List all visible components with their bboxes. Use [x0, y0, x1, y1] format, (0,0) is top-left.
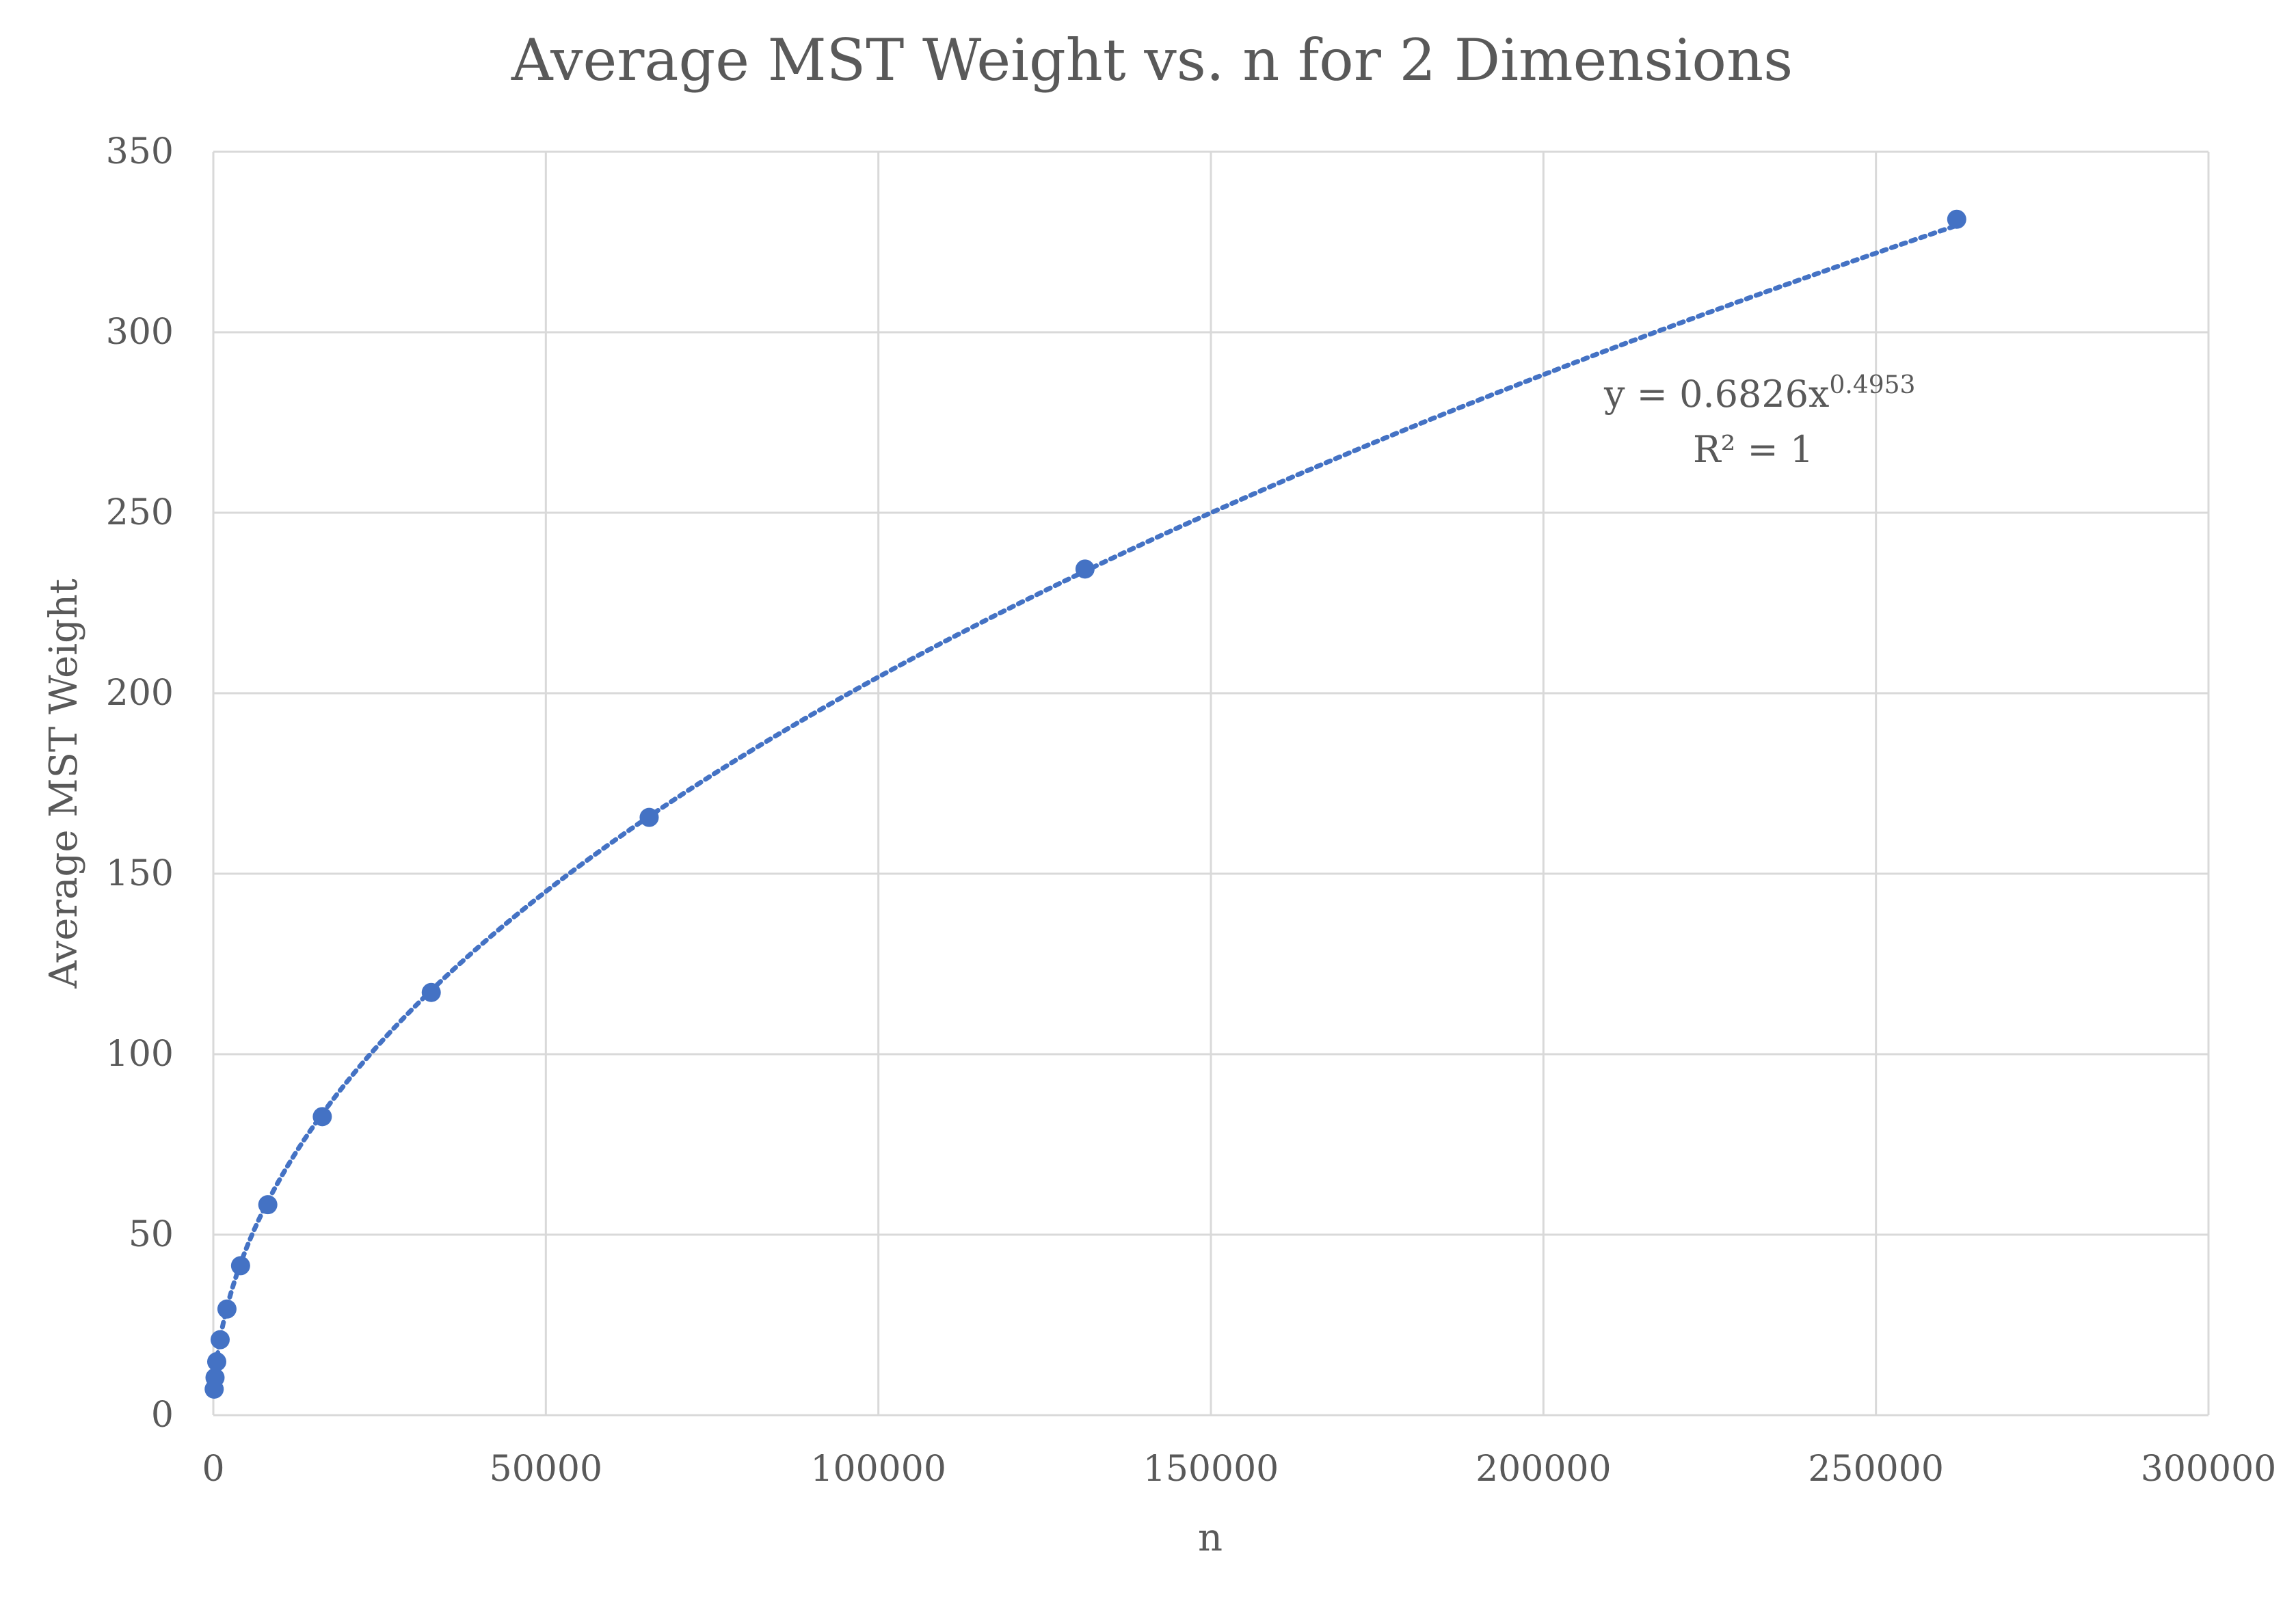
trendline-r-squared: R² = 1	[1693, 428, 1813, 471]
x-tick-label: 250000	[1808, 1449, 1944, 1490]
data-point	[205, 1368, 225, 1388]
y-tick-label: 250	[106, 492, 174, 533]
data-point	[210, 1330, 230, 1350]
trendline-equation-base: y = 0.6826x	[1603, 373, 1829, 416]
y-tick-label: 200	[106, 673, 174, 714]
data-point	[217, 1299, 237, 1319]
data-point	[206, 1352, 226, 1371]
data-point	[230, 1256, 250, 1276]
data-point	[1947, 209, 1966, 229]
trendline-equation-exponent: 0.4953	[1829, 371, 1915, 399]
tick-labels: 0 50 100 150 200 250 300 350 0 50000 100000 150000 2…	[106, 131, 2277, 1490]
y-tick-label: 150	[106, 853, 174, 894]
gridlines	[213, 150, 2210, 1415]
x-tick-label: 150000	[1143, 1449, 1279, 1490]
y-tick-label: 50	[129, 1214, 174, 1255]
data-point	[258, 1195, 278, 1215]
axes	[212, 152, 2208, 1417]
chart-title: Average MST Weight vs. n for 2 Dimension…	[511, 27, 1793, 94]
data-point	[639, 807, 659, 827]
data-point	[312, 1107, 332, 1127]
data-points	[204, 209, 1966, 1399]
data-point	[1075, 559, 1095, 579]
y-tick-label: 100	[106, 1034, 174, 1075]
x-tick-label: 50000	[490, 1449, 602, 1490]
y-tick-label: 0	[151, 1395, 174, 1436]
x-axis-title: n	[1198, 1516, 1223, 1560]
x-tick-label: 100000	[810, 1449, 946, 1490]
trendline-equation: y = 0.6826x0.4953	[1603, 371, 1915, 416]
y-tick-label: 350	[106, 131, 174, 172]
x-tick-label: 300000	[2141, 1449, 2277, 1490]
y-tick-label: 300	[106, 312, 174, 353]
x-tick-label: 200000	[1476, 1449, 1612, 1490]
x-tick-label: 0	[202, 1449, 224, 1490]
y-axis-title: Average MST Weight	[42, 578, 86, 989]
data-point	[421, 982, 441, 1002]
